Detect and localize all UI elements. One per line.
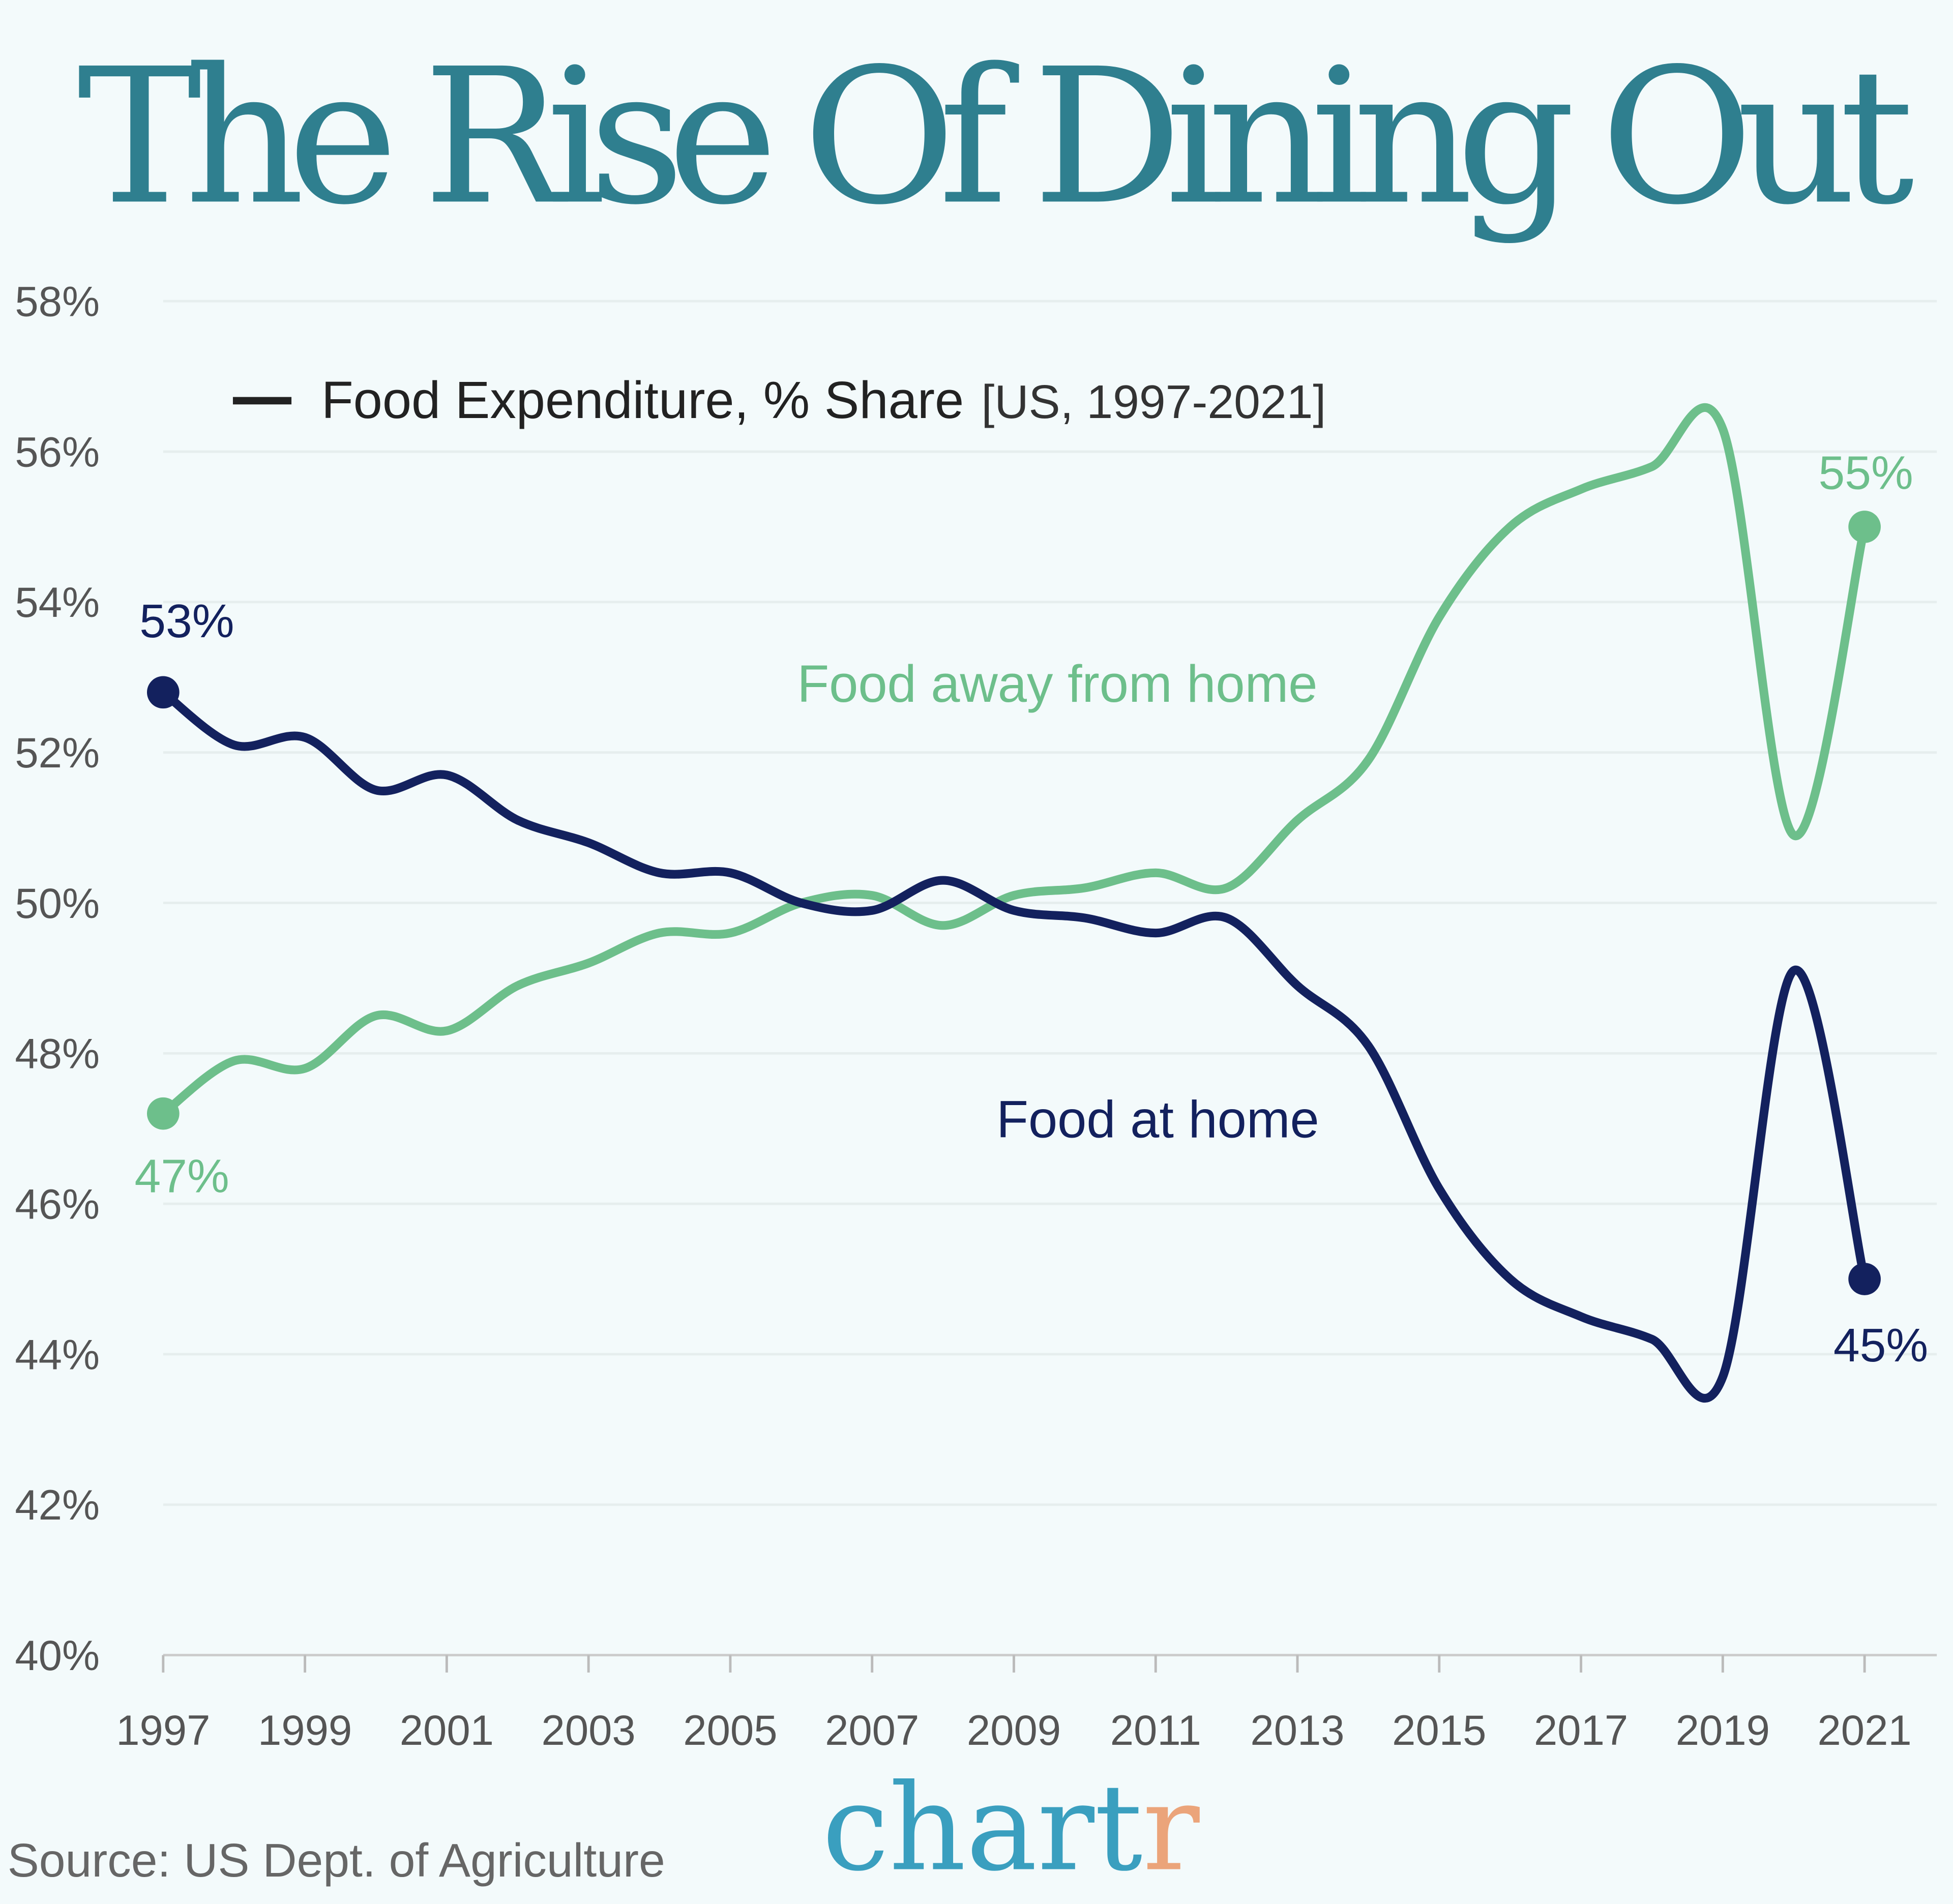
source-note: Source: US Dept. of Agriculture xyxy=(8,1834,665,1887)
series-line-away xyxy=(159,403,1869,1118)
y-tick-label: 46% xyxy=(15,1181,100,1228)
y-tick-label: 48% xyxy=(15,1030,100,1078)
y-tick-label: 58% xyxy=(15,278,100,325)
end-point-home xyxy=(1848,1263,1881,1295)
series-lines xyxy=(146,403,1881,1403)
x-tick-label: 1999 xyxy=(258,1707,352,1754)
legend-label: Food Expenditure, % Share [US, 1997-2021] xyxy=(321,371,1326,429)
y-axis-ticks: 58% 56% 54% 52% 50% 48% 46% 44% 42% 40% xyxy=(15,278,100,1679)
y-tick-label: 52% xyxy=(15,729,100,777)
x-tick-label: 2007 xyxy=(825,1707,919,1754)
legend-suffix: [US, 1997-2021] xyxy=(982,375,1326,428)
series-label-home: Food at home xyxy=(996,1090,1319,1149)
y-tick-label: 50% xyxy=(15,880,100,927)
x-tick-label: 2011 xyxy=(1110,1707,1201,1754)
series-label-away: Food away from home xyxy=(797,654,1317,713)
start-point-home xyxy=(146,676,180,709)
legend-title: Food Expenditure, % Share xyxy=(321,371,964,429)
chartr-logo: chartr xyxy=(822,1759,1200,1898)
x-tick-label: 2001 xyxy=(400,1707,494,1754)
x-tick-label: 2019 xyxy=(1676,1707,1770,1754)
logo-accent: r xyxy=(1142,1759,1200,1898)
x-tick-label: 2017 xyxy=(1534,1707,1628,1754)
away-end-label: 55% xyxy=(1819,447,1913,499)
x-tick-label: 2009 xyxy=(967,1707,1061,1754)
chart-title: The Rise Of Dining Out xyxy=(77,28,1915,246)
y-tick-label: 40% xyxy=(15,1632,100,1679)
y-tick-label: 44% xyxy=(15,1331,100,1378)
home-start-label: 53% xyxy=(139,594,234,647)
start-point-away xyxy=(146,1097,180,1130)
x-tick-label: 2021 xyxy=(1818,1707,1912,1754)
logo-main: chart xyxy=(822,1759,1142,1898)
x-tick-label: 2003 xyxy=(542,1707,636,1754)
y-tick-label: 42% xyxy=(15,1481,100,1529)
home-end-label: 45% xyxy=(1833,1319,1928,1372)
y-tick-label: 54% xyxy=(15,579,100,626)
end-point-away xyxy=(1848,511,1881,543)
x-tick-label: 2013 xyxy=(1250,1707,1344,1754)
series-line-home xyxy=(159,688,1869,1403)
gridlines xyxy=(163,300,1937,1657)
x-tick-label: 1997 xyxy=(116,1707,210,1754)
x-axis-ticks: 1997 1999 2001 2003 2005 2007 2009 2011 2013 2015… xyxy=(116,1655,1912,1754)
x-tick-label: 2015 xyxy=(1392,1707,1486,1754)
x-tick-label: 2005 xyxy=(683,1707,777,1754)
away-start-label: 47% xyxy=(134,1149,229,1202)
y-tick-label: 56% xyxy=(15,428,100,475)
